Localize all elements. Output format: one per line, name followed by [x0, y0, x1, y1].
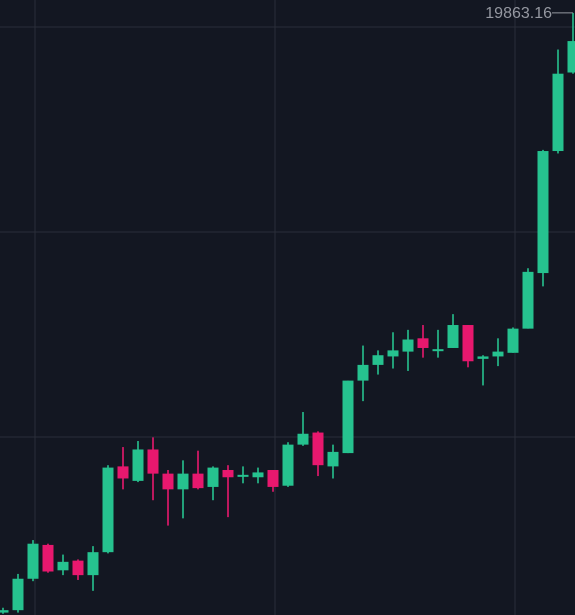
candle-body — [237, 474, 249, 477]
candle-up[interactable] — [327, 444, 339, 479]
candle-body — [222, 470, 234, 478]
candle-body — [72, 560, 84, 576]
max-price-label: 19863.16 — [485, 5, 552, 22]
candle-body — [462, 325, 474, 362]
candle-up[interactable] — [522, 268, 534, 329]
candle-body — [177, 473, 189, 490]
candle-up[interactable] — [372, 350, 384, 375]
candle-up[interactable] — [177, 460, 189, 519]
candle-body — [387, 350, 399, 357]
candle-body — [537, 151, 549, 274]
candle-up[interactable] — [357, 345, 369, 402]
candle-body — [12, 578, 24, 611]
candle-up[interactable] — [207, 466, 219, 501]
candle-body — [417, 338, 429, 348]
candle-up[interactable] — [27, 540, 39, 582]
candle-up[interactable] — [537, 149, 549, 287]
candle-body — [522, 271, 534, 329]
candle-down[interactable] — [267, 470, 279, 492]
candle-body — [0, 610, 9, 613]
candle-up[interactable] — [477, 355, 489, 386]
candle-body — [57, 561, 69, 571]
candle-body — [207, 467, 219, 487]
candle-up[interactable] — [387, 332, 399, 369]
candle-body — [252, 472, 264, 478]
candle-down[interactable] — [462, 325, 474, 368]
candle-up[interactable] — [237, 466, 249, 484]
candles — [0, 12, 575, 614]
candle-up[interactable] — [12, 573, 24, 613]
candle-up[interactable] — [102, 465, 114, 554]
candle-down[interactable] — [117, 447, 129, 490]
candle-body — [357, 364, 369, 381]
candle-body — [567, 41, 575, 73]
candle-up[interactable] — [342, 380, 354, 454]
candle-body — [372, 355, 384, 365]
candle-up[interactable] — [57, 554, 69, 576]
candle-body — [492, 351, 504, 357]
candle-up[interactable] — [507, 327, 519, 353]
candle-up[interactable] — [297, 412, 309, 446]
candle-body — [117, 466, 129, 479]
candle-up[interactable] — [567, 12, 575, 74]
candle-down[interactable] — [222, 465, 234, 518]
candle-body — [132, 449, 144, 481]
candle-body — [282, 444, 294, 486]
candle-up[interactable] — [0, 607, 9, 614]
candle-up[interactable] — [87, 546, 99, 591]
candle-body — [327, 451, 339, 467]
candle-body — [192, 473, 204, 489]
candle-down[interactable] — [312, 431, 324, 477]
candle-up[interactable] — [492, 338, 504, 367]
candle-body — [267, 470, 279, 487]
candle-down[interactable] — [162, 470, 174, 526]
candle-up[interactable] — [552, 49, 564, 154]
candle-body — [402, 339, 414, 352]
candle-body — [312, 432, 324, 466]
candle-body — [42, 544, 54, 572]
candle-up[interactable] — [447, 314, 459, 348]
candle-down[interactable] — [417, 325, 429, 358]
candle-body — [297, 433, 309, 445]
candle-down[interactable] — [72, 559, 84, 580]
candle-body — [147, 449, 159, 474]
candle-down[interactable] — [192, 450, 204, 490]
candle-body — [507, 328, 519, 353]
candle-body — [342, 380, 354, 454]
candle-up[interactable] — [132, 441, 144, 483]
candle-body — [87, 552, 99, 576]
candle-down[interactable] — [42, 543, 54, 573]
candle-body — [102, 467, 114, 553]
candle-body — [162, 473, 174, 490]
candle-down[interactable] — [147, 437, 159, 501]
candle-body — [552, 73, 564, 152]
candle-up[interactable] — [252, 467, 264, 484]
candle-up[interactable] — [432, 329, 444, 358]
candle-up[interactable] — [282, 442, 294, 487]
candle-body — [432, 349, 444, 352]
candle-body — [27, 543, 39, 579]
candle-up[interactable] — [402, 329, 414, 371]
candle-body — [477, 356, 489, 359]
candle-body — [447, 325, 459, 348]
